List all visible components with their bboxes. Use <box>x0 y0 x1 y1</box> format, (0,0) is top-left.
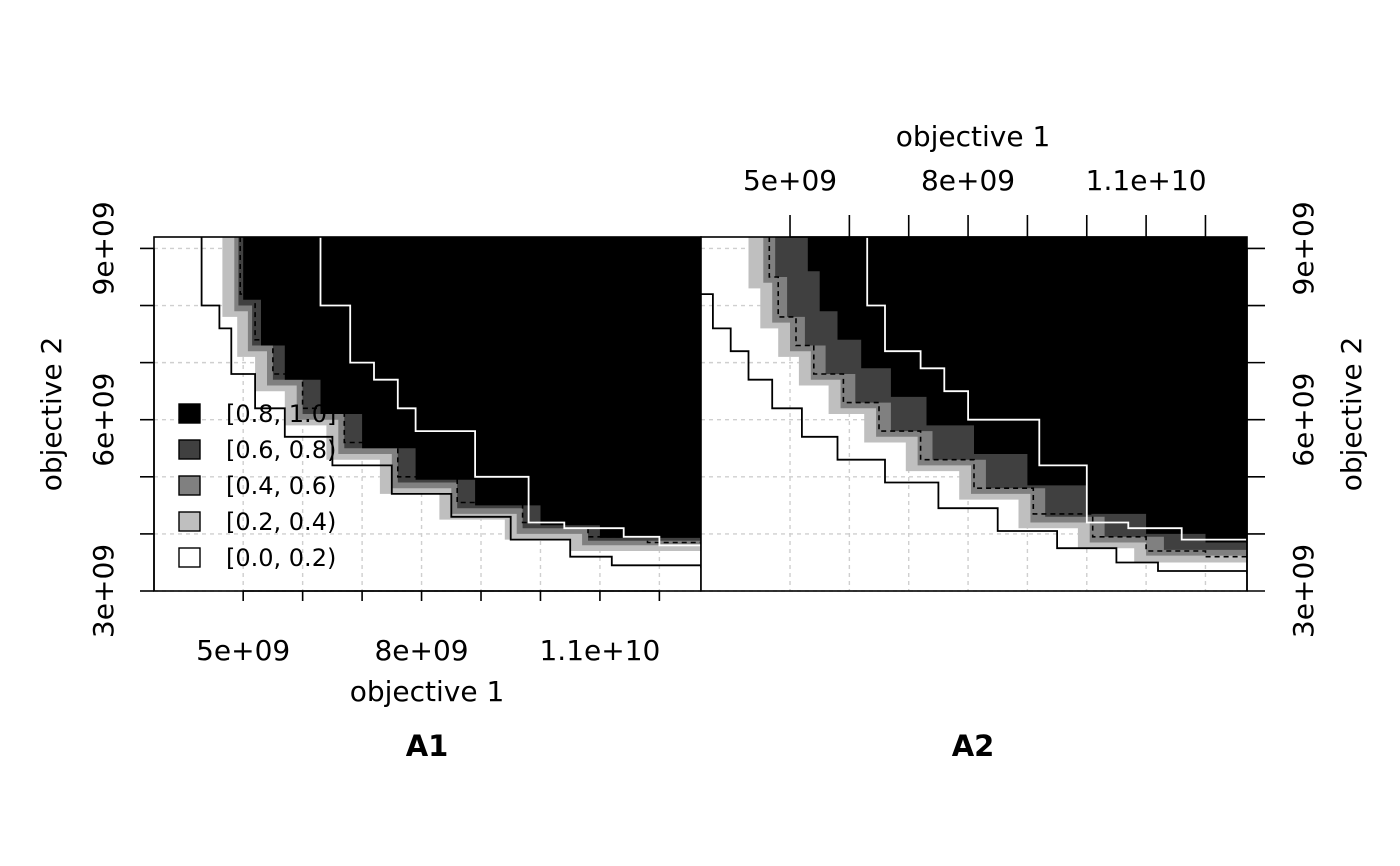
a1-median-attainment-line <box>239 237 701 546</box>
a2-x-tick-label: 1.1e+10 <box>1086 164 1207 197</box>
a1-worst-attainment-line <box>319 237 701 547</box>
a2-y-tick-label: 6e+09 <box>1287 373 1320 467</box>
legend-swatch <box>178 475 201 496</box>
a2-y-axis-title: objective 2 <box>1335 337 1368 492</box>
a1-y-tick-label: 6e+09 <box>87 373 120 467</box>
a2-worst-attainment-line <box>866 237 1247 541</box>
legend-swatch <box>178 547 201 568</box>
a1-x-axis-title: objective 1 <box>350 675 505 708</box>
legend-label: [0.8, 1.0] <box>226 400 336 428</box>
legend-label: [0.4, 0.6) <box>226 472 336 500</box>
legend-item: [0.6, 0.8) <box>178 436 336 464</box>
panel-a1 <box>153 236 702 592</box>
panel-a2 <box>700 236 1248 592</box>
a1-region--0.8-1.0- <box>243 237 701 543</box>
a2-x-tick-label: 5e+09 <box>743 164 837 197</box>
legend-label: [0.6, 0.8) <box>226 436 336 464</box>
a1-x-tick-label: 8e+09 <box>374 634 468 667</box>
axes-layer: 5e+09 8e+09 1.1e+10 5e+09 8e+09 1.1e+10 3e+09 6… <box>87 164 1320 667</box>
legend-item: [0.4, 0.6) <box>178 472 336 500</box>
legend-item: [0.0, 0.2) <box>178 544 336 572</box>
legend-item: [0.2, 0.4) <box>178 508 336 536</box>
panel-title-a2: A2 <box>952 729 995 763</box>
a2-region--0.8-1.0- <box>807 237 1247 543</box>
legend-label: [0.2, 0.4) <box>226 508 336 536</box>
a2-plot-area <box>701 237 1247 574</box>
a2-y-tick-label: 9e+09 <box>1287 201 1320 295</box>
legend-label: [0.0, 0.2) <box>226 544 336 572</box>
legend-swatch <box>178 439 201 460</box>
legend-item: [0.8, 1.0] <box>178 400 336 428</box>
a1-best-attainment-line <box>200 237 701 569</box>
a1-y-axis-title: objective 2 <box>35 337 68 492</box>
a1-x-tick-label: 1.1e+10 <box>539 634 660 667</box>
a1-y-tick-label: 9e+09 <box>87 201 120 295</box>
legend-swatch <box>178 403 201 424</box>
a2-median-attainment-line <box>768 237 1247 560</box>
a2-x-axis-title: objective 1 <box>896 120 1051 153</box>
a2-best-attainment-line <box>701 293 1247 574</box>
legend-swatch <box>178 511 201 532</box>
a1-y-tick-label: 3e+09 <box>87 544 120 638</box>
a2-y-tick-label: 3e+09 <box>1287 544 1320 638</box>
a2-x-tick-label: 8e+09 <box>921 164 1015 197</box>
legend: [0.8, 1.0] [0.6, 0.8) [0.4, 0.6) [0.2, 0.4)… <box>178 400 336 572</box>
a1-plot-area <box>200 237 701 569</box>
panel-title-a1: A1 <box>406 729 449 763</box>
a1-x-tick-label: 5e+09 <box>196 634 290 667</box>
